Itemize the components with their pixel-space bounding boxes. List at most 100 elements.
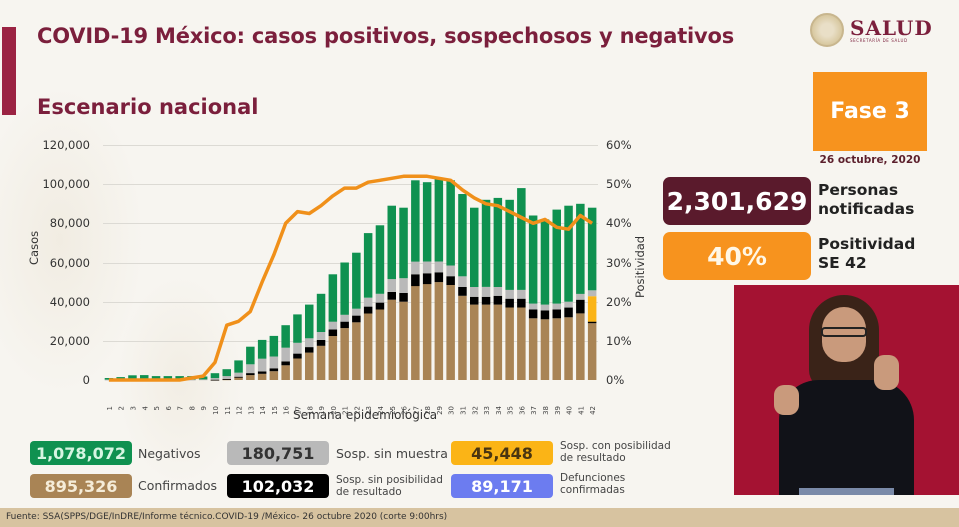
gridline bbox=[103, 145, 598, 146]
legend-sin-muestra-label: Sosp. sin muestra bbox=[336, 446, 448, 461]
bar-segment bbox=[422, 182, 432, 262]
positividad-value: 40% bbox=[663, 232, 811, 280]
positividad-label-line2: SE 42 bbox=[818, 254, 867, 272]
bar-segment bbox=[187, 379, 196, 381]
bar-segment bbox=[210, 373, 220, 379]
bar-segment bbox=[564, 205, 573, 302]
bar-segment bbox=[434, 272, 444, 283]
y-tick-label: 80,000 bbox=[49, 216, 90, 231]
bar-segment bbox=[234, 377, 243, 380]
bar-segment bbox=[528, 318, 538, 380]
bar-segment bbox=[399, 301, 408, 380]
bar-segment bbox=[587, 207, 597, 291]
y2-tick-label: 0% bbox=[606, 373, 625, 387]
bar-segment bbox=[293, 358, 302, 380]
bar-segment bbox=[269, 368, 279, 372]
bar-segment bbox=[505, 199, 514, 290]
x-axis-label: Semana epidemiológica bbox=[293, 408, 438, 422]
bar-segment bbox=[387, 291, 396, 300]
bar-segment bbox=[505, 298, 514, 308]
bar-segment bbox=[587, 323, 597, 380]
bar-segment bbox=[399, 207, 408, 279]
title-accent-bar bbox=[2, 27, 16, 115]
x-tick-label: 39 bbox=[554, 406, 562, 415]
bar-segment bbox=[470, 296, 479, 305]
gridline bbox=[103, 262, 598, 264]
bar-segment bbox=[375, 293, 385, 303]
bar-segment bbox=[552, 309, 561, 319]
x-tick-label: 27 bbox=[412, 406, 420, 415]
bar-segment bbox=[493, 197, 503, 287]
bar-segment bbox=[564, 301, 573, 308]
bar-segment bbox=[375, 302, 385, 310]
x-tick-label: 36 bbox=[518, 405, 526, 414]
bar-segment bbox=[564, 307, 573, 318]
bar-segment bbox=[281, 347, 290, 362]
x-tick-label: 26 bbox=[401, 405, 409, 414]
x-tick-label: 38 bbox=[542, 406, 550, 415]
bar-segment bbox=[552, 303, 561, 310]
bar-segment bbox=[446, 265, 455, 277]
x-tick-label: 37 bbox=[530, 406, 538, 415]
bar-segment bbox=[576, 313, 585, 380]
legend-sin-posibilidad-value: 102,032 bbox=[227, 474, 329, 498]
phase-date: 26 octubre, 2020 bbox=[819, 154, 921, 166]
x-tick-label: 33 bbox=[483, 406, 491, 415]
interpreter-left-hand bbox=[774, 385, 799, 415]
x-tick-label: 13 bbox=[247, 406, 255, 415]
x-tick-label: 32 bbox=[471, 406, 479, 415]
bar-segment bbox=[281, 325, 290, 348]
bar-segment bbox=[587, 290, 597, 297]
x-tick-label: 42 bbox=[589, 406, 597, 415]
bar-segment bbox=[587, 321, 597, 324]
bar-segment bbox=[493, 287, 503, 296]
bar-segment bbox=[517, 289, 526, 299]
x-tick-label: 12 bbox=[236, 406, 244, 415]
x-tick-label: 18 bbox=[306, 406, 314, 415]
x-tick-label: 3 bbox=[129, 406, 137, 410]
bar-segment bbox=[340, 328, 349, 380]
sign-language-interpreter-video bbox=[734, 285, 959, 495]
personas-label-line1: Personas bbox=[818, 181, 899, 199]
bar-segment bbox=[328, 321, 338, 330]
bar-segment bbox=[363, 306, 373, 314]
bar-segment bbox=[246, 346, 255, 365]
legend-negativos-value: 1,078,072 bbox=[30, 441, 132, 465]
bar-segment bbox=[481, 199, 491, 287]
bar-segment bbox=[363, 297, 373, 307]
bar-segment bbox=[446, 276, 455, 285]
bar-segment bbox=[528, 303, 538, 310]
y2-tick-label: 50% bbox=[606, 177, 632, 192]
bar-segment bbox=[257, 339, 267, 359]
legend-defunciones-line2: confirmadas bbox=[560, 484, 625, 496]
legend-con-posibilidad-label: Sosp. con posibilidad de resultado bbox=[560, 440, 671, 464]
bar-segment bbox=[458, 295, 467, 380]
interpreter-jeans bbox=[799, 488, 894, 495]
bar-segment bbox=[234, 360, 243, 373]
bar-segment bbox=[481, 296, 491, 305]
x-tick-label: 31 bbox=[459, 406, 467, 415]
cases-chart: 0 20,000 40,000 60,000 80,000 100,000 120,000 … bbox=[27, 138, 647, 422]
x-tick-label: 11 bbox=[224, 406, 232, 415]
bar-segment bbox=[316, 339, 326, 346]
bar-segment bbox=[576, 203, 585, 294]
legend-sin-posibilidad-line2: de resultado bbox=[336, 486, 402, 498]
bar-segment bbox=[470, 207, 479, 287]
bar-segment bbox=[552, 209, 561, 304]
bar-segment bbox=[458, 276, 467, 287]
bar-segment bbox=[352, 322, 361, 380]
legend-defunciones-value: 89,171 bbox=[451, 474, 553, 498]
bar-segment bbox=[246, 373, 255, 376]
bar-segment bbox=[210, 379, 220, 381]
y2-tick-label: 10% bbox=[606, 333, 632, 348]
bar-segment bbox=[411, 261, 420, 275]
y-tick-label: 120,000 bbox=[42, 138, 90, 152]
y-tick-label: 40,000 bbox=[49, 294, 90, 309]
bar-segment bbox=[328, 274, 338, 322]
bar-segment bbox=[528, 215, 538, 304]
x-tick-label: 30 bbox=[448, 406, 456, 415]
logo-main-text: SALUD bbox=[850, 15, 933, 40]
x-tick-label: 7 bbox=[177, 406, 185, 410]
bar-segment bbox=[222, 379, 231, 380]
x-tick-label: 1 bbox=[106, 406, 114, 410]
